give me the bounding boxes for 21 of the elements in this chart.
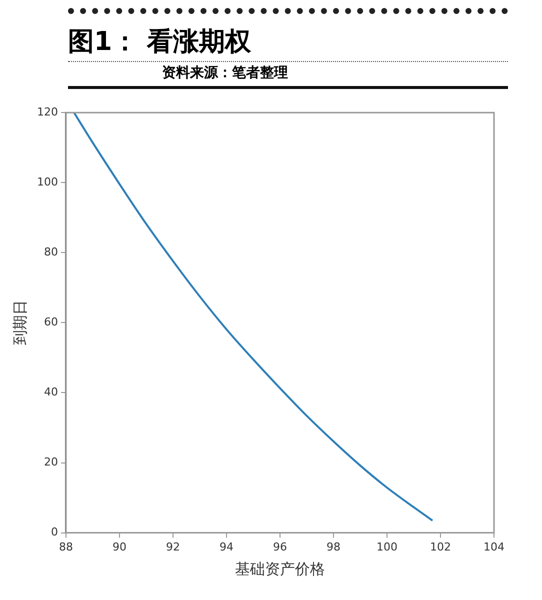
x-tick-label: 102	[430, 540, 451, 554]
x-axis-title: 基础资产价格	[235, 560, 325, 578]
y-tick-label: 40	[44, 386, 58, 399]
y-tick-label: 0	[50, 526, 58, 539]
y-axis-title: 到期日	[10, 300, 29, 346]
y-tick-label: 20	[44, 456, 58, 469]
y-tick-label: 100	[36, 175, 58, 188]
x-tick-label: 94	[219, 540, 234, 554]
line-series	[73, 112, 434, 522]
y-tick-label: 60	[44, 316, 58, 329]
x-tick-label: 90	[112, 540, 126, 554]
y-tick-label: 80	[44, 246, 58, 259]
x-tick-label: 92	[166, 540, 180, 554]
text: 资料来源：笔者整理	[68, 61, 508, 82]
x-tick-label: 96	[273, 540, 287, 554]
x-tick-label: 88	[58, 540, 73, 554]
x-tick-label: 100	[376, 540, 398, 554]
y-tick-label: 120	[36, 105, 58, 118]
chart-title: 图1： 看涨期权	[68, 26, 252, 59]
x-tick-label: 104	[484, 540, 504, 554]
x-tick-label: 98	[326, 540, 340, 554]
